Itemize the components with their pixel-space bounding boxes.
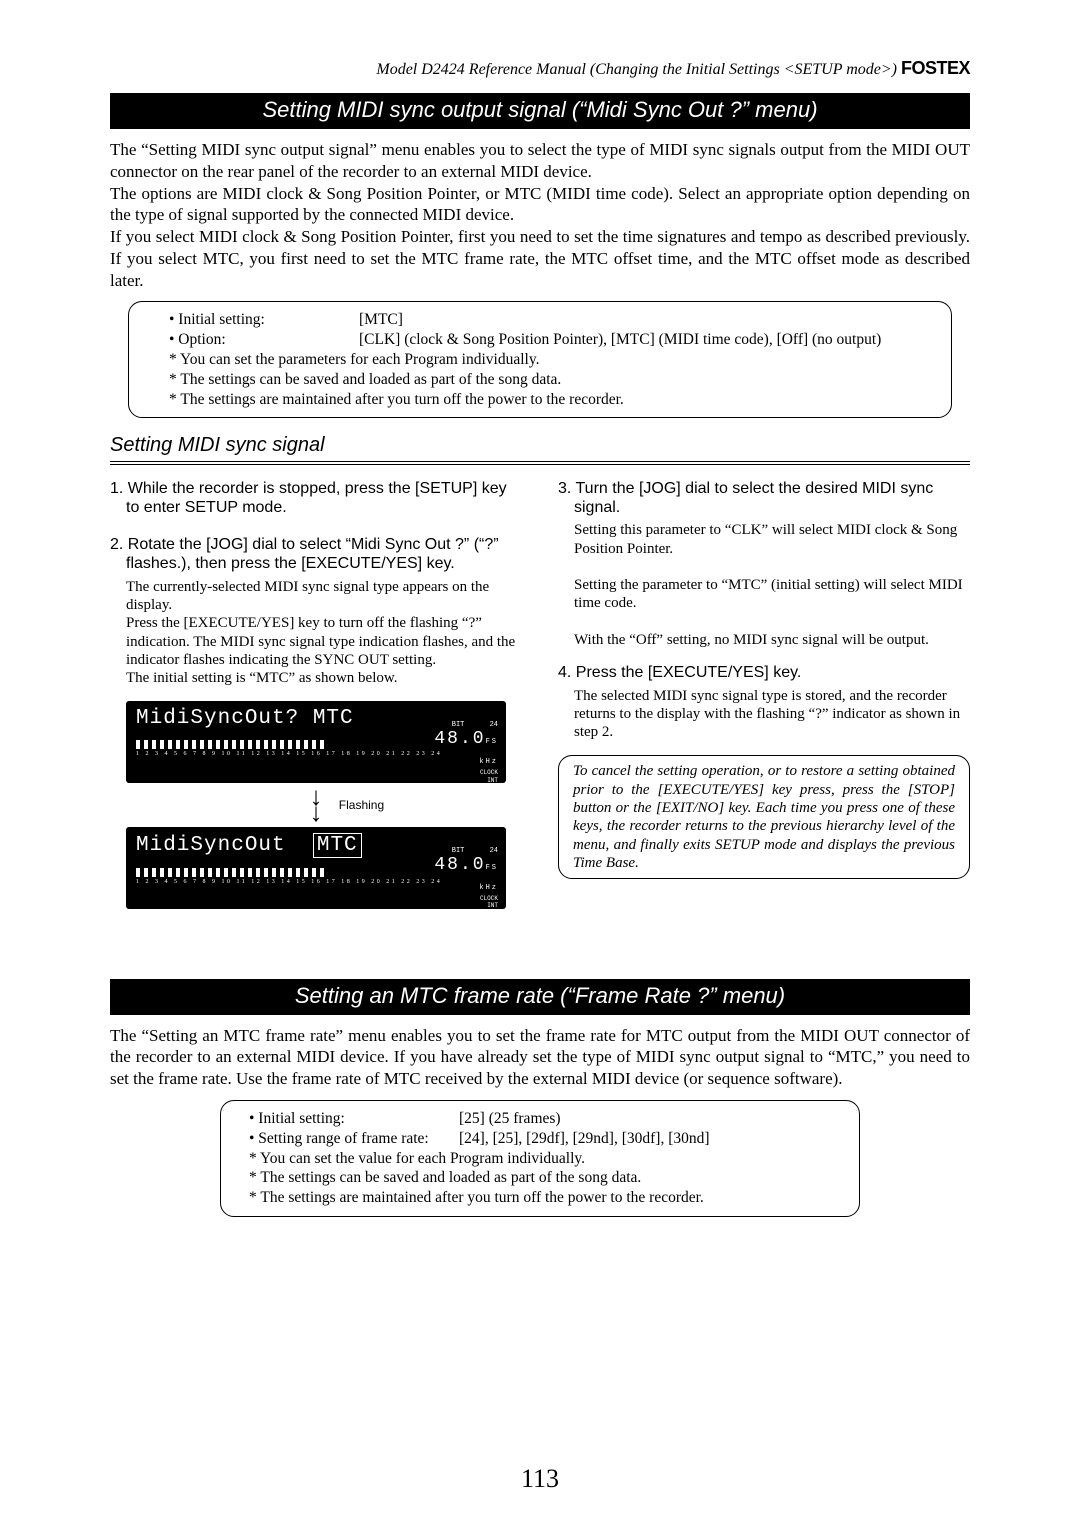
body-paragraph: The “Setting an MTC frame rate” menu ena… bbox=[110, 1025, 970, 1090]
flashing-arrow: ↓ Flashing ↓ bbox=[126, 789, 506, 820]
step-2: 2. Rotate the [JOG] dial to select “Midi… bbox=[110, 535, 522, 573]
lcd-clock-label: CLOCKINT bbox=[434, 895, 498, 911]
settings-note: * You can set the value for each Program… bbox=[249, 1149, 835, 1169]
step-3: 3. Turn the [JOG] dial to select the des… bbox=[558, 479, 970, 517]
body-line: Press the [EXECUTE/YES] key to turn off … bbox=[126, 615, 515, 668]
lcd-text-a: MidiSyncOut bbox=[136, 834, 286, 857]
section-title-bar: Setting an MTC frame rate (“Frame Rate ?… bbox=[110, 979, 970, 1015]
lcd-clock-label: CLOCKINT bbox=[434, 769, 498, 785]
option-label: • Option: bbox=[169, 330, 359, 350]
lcd-display-2: MidiSyncOut MTC 1 2 3 4 5 6 7 8 9 10 11 … bbox=[126, 827, 506, 909]
lcd-fs-label: BIT 24 bbox=[434, 721, 498, 729]
body-line: Setting the parameter to “MTC” (initial … bbox=[574, 577, 963, 611]
settings-note: * The settings are maintained after you … bbox=[169, 390, 927, 410]
initial-setting-value: [MTC] bbox=[359, 310, 403, 330]
step-4: 4. Press the [EXECUTE/YES] key. bbox=[558, 663, 970, 682]
lcd-right-panel: BIT 24 48.0FSkHz CLOCKINT bbox=[434, 847, 498, 911]
settings-note: * The settings can be saved and loaded a… bbox=[169, 370, 927, 390]
settings-box: • Initial setting: [25] (25 frames) • Se… bbox=[220, 1100, 860, 1217]
step-2-body: The currently-selected MIDI sync signal … bbox=[110, 578, 522, 688]
settings-box: • Initial setting: [MTC] • Option: [CLK]… bbox=[128, 301, 952, 418]
initial-setting-label: • Initial setting: bbox=[169, 310, 359, 330]
step-3-body: Setting this parameter to “CLK” will sel… bbox=[558, 521, 970, 649]
down-arrow-icon: ↓ bbox=[126, 805, 506, 821]
lcd-fs-label: BIT 24 bbox=[434, 847, 498, 855]
body-paragraph: The “Setting MIDI sync output signal” me… bbox=[110, 139, 970, 291]
body-line: Setting this parameter to “CLK” will sel… bbox=[574, 522, 957, 556]
lcd-boxed-text: MTC bbox=[313, 833, 362, 858]
body-line: The initial setting is “MTC” as shown be… bbox=[126, 670, 398, 686]
page-number: 113 bbox=[521, 1464, 559, 1494]
option-value: [CLK] (clock & Song Position Pointer), [… bbox=[359, 330, 881, 350]
settings-note: * The settings are maintained after you … bbox=[249, 1188, 835, 1208]
left-column: 1. While the recorder is stopped, press … bbox=[110, 479, 522, 909]
settings-note: * You can set the parameters for each Pr… bbox=[169, 350, 927, 370]
section-title-bar: Setting MIDI sync output signal (“Midi S… bbox=[110, 93, 970, 129]
lcd-counter: 48.0FSkHz bbox=[434, 855, 498, 895]
initial-setting-label: • Initial setting: bbox=[249, 1109, 459, 1129]
para-text: The “Setting MIDI sync output signal” me… bbox=[110, 140, 970, 181]
header-text: Model D2424 Reference Manual (Changing t… bbox=[376, 61, 897, 78]
two-column-layout: 1. While the recorder is stopped, press … bbox=[110, 479, 970, 909]
step-1: 1. While the recorder is stopped, press … bbox=[110, 479, 522, 517]
range-label: • Setting range of frame rate: bbox=[249, 1129, 459, 1149]
right-column: 3. Turn the [JOG] dial to select the des… bbox=[558, 479, 970, 909]
brand-logo: FOSTEX bbox=[901, 58, 970, 78]
para-text: The options are MIDI clock & Song Positi… bbox=[110, 184, 970, 225]
body-line: The currently-selected MIDI sync signal … bbox=[126, 579, 489, 613]
lcd-display-1: MidiSyncOut? MTC 1 2 3 4 5 6 7 8 9 10 11… bbox=[126, 701, 506, 783]
double-rule bbox=[110, 461, 970, 465]
sub-heading: Setting MIDI sync signal bbox=[110, 434, 970, 457]
para-text: If you select MIDI clock & Song Position… bbox=[110, 227, 970, 290]
lcd-right-panel: BIT 24 48.0FSkHz CLOCKINT bbox=[434, 721, 498, 785]
step-4-body: The selected MIDI sync signal type is st… bbox=[558, 687, 970, 742]
body-line: With the “Off” setting, no MIDI sync sig… bbox=[574, 632, 929, 648]
range-value: [24], [25], [29df], [29nd], [30df], [30n… bbox=[459, 1129, 710, 1149]
page: Model D2424 Reference Manual (Changing t… bbox=[0, 0, 1080, 1528]
lcd-counter: 48.0FSkHz bbox=[434, 729, 498, 769]
page-header: Model D2424 Reference Manual (Changing t… bbox=[110, 58, 970, 79]
settings-note: * The settings can be saved and loaded a… bbox=[249, 1168, 835, 1188]
cancel-note-box: To cancel the setting operation, or to r… bbox=[558, 755, 970, 879]
flashing-label: Flashing bbox=[339, 798, 384, 812]
initial-setting-value: [25] (25 frames) bbox=[459, 1109, 561, 1129]
